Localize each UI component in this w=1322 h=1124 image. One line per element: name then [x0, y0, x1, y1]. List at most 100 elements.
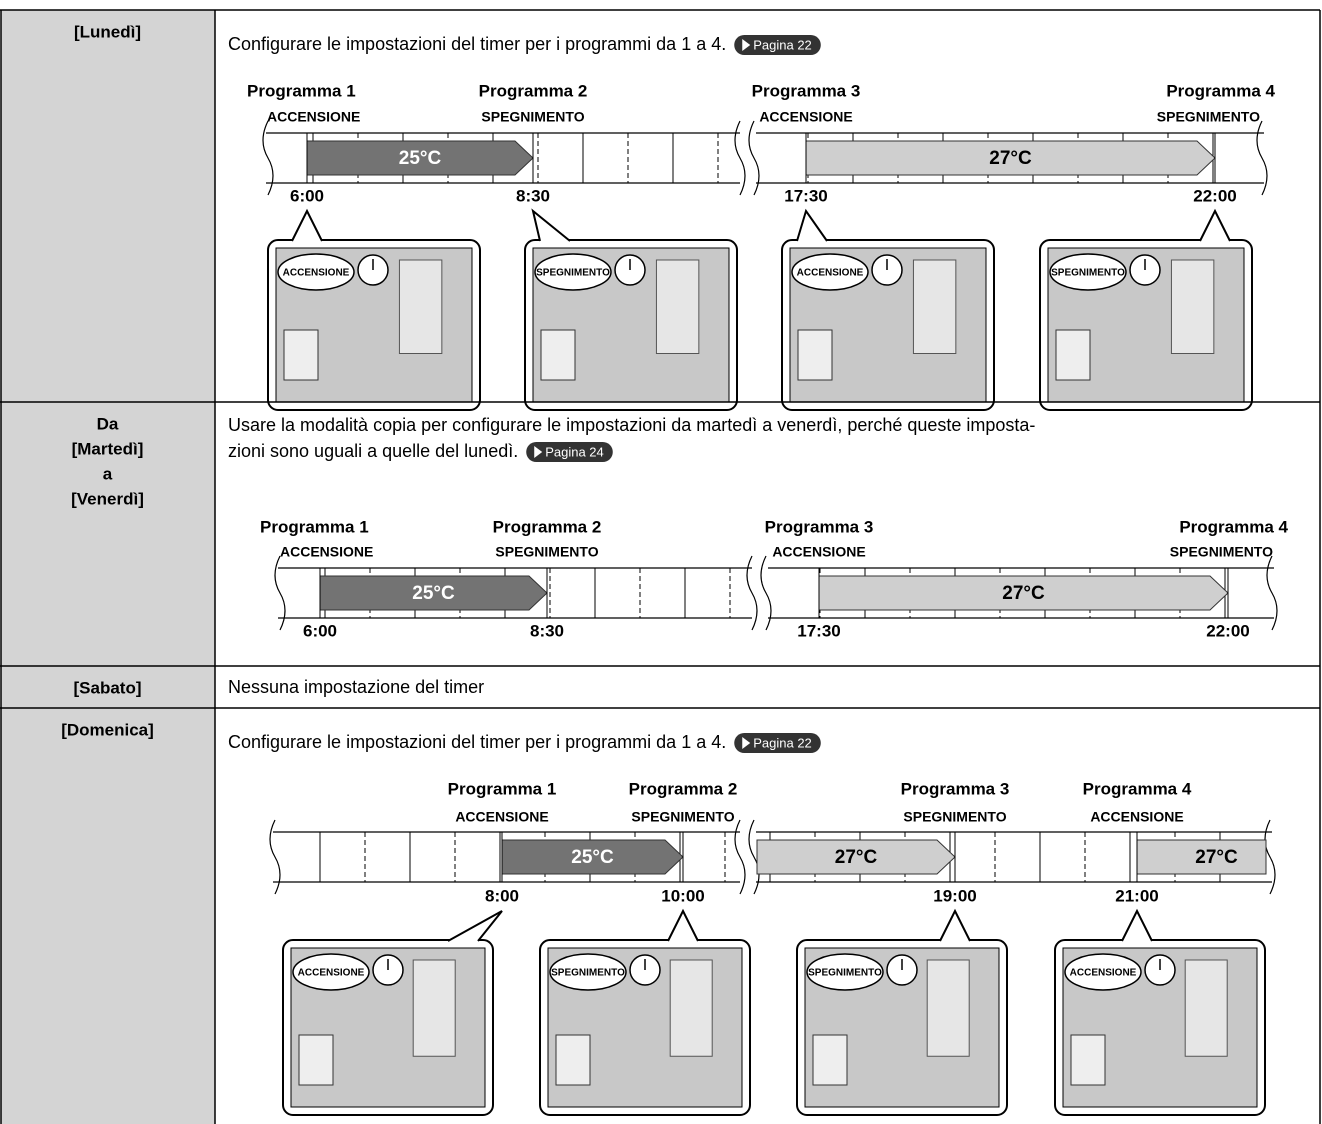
- program-action: SPEGNIMENTO: [481, 109, 584, 125]
- time-label: 17:30: [784, 186, 827, 205]
- program-action: SPEGNIMENTO: [631, 809, 734, 825]
- time-label: 21:00: [1115, 886, 1158, 905]
- day-label: [Sabato]: [74, 678, 142, 697]
- scene-pointer: [796, 208, 828, 242]
- description: zioni sono uguali a quelle del lunedì.: [228, 441, 518, 461]
- scene-pointer: [291, 208, 323, 242]
- time-label: 10:00: [661, 886, 704, 905]
- program-name: Programma 2: [629, 779, 738, 798]
- scene-pointer: [447, 910, 503, 942]
- speech-bubble: [292, 953, 370, 991]
- program-name: Programma 2: [493, 517, 602, 536]
- day-column: [1, 10, 215, 1124]
- program-action: ACCENSIONE: [280, 544, 373, 560]
- scene-pointer: [939, 908, 971, 942]
- scene-pointer: [531, 208, 571, 242]
- speech-bubble: [277, 253, 355, 291]
- bubble-label: ACCENSIONE: [283, 268, 350, 279]
- description: Configurare le impostazioni del timer pe…: [228, 34, 726, 54]
- scene-wall: [398, 259, 443, 354]
- page-link[interactable]: [734, 733, 821, 753]
- time-label: 8:00: [485, 886, 519, 905]
- program-action: SPEGNIMENTO: [903, 809, 1006, 825]
- speech-bubble: [806, 953, 884, 991]
- bubble-label: SPEGNIMENTO: [1051, 268, 1125, 279]
- scene-unit: [540, 329, 576, 381]
- bubble-label: SPEGNIMENTO: [808, 968, 882, 979]
- scene-wall: [412, 959, 456, 1057]
- day-label: [Venerdì]: [71, 489, 144, 508]
- time-label: 22:00: [1206, 621, 1249, 640]
- speech-bubble: [549, 953, 627, 991]
- strip-break: [1266, 555, 1278, 631]
- strip-break: [760, 555, 772, 631]
- scene-pointer: [1121, 908, 1153, 942]
- speech-bubble: [1049, 253, 1127, 291]
- speech-bubble: [534, 253, 612, 291]
- description: Configurare le impostazioni del timer pe…: [228, 732, 726, 752]
- scene-unit: [283, 329, 319, 381]
- strip-break: [746, 555, 758, 631]
- strip-break: [1264, 819, 1276, 895]
- program-action: ACCENSIONE: [455, 809, 548, 825]
- scene-pointer: [1199, 208, 1231, 242]
- program-name: Programma 4: [1166, 81, 1275, 100]
- temperature: 25°C: [399, 148, 442, 169]
- program-name: Programma 1: [247, 81, 356, 100]
- bubble-label: ACCENSIONE: [797, 268, 864, 279]
- strip-break: [269, 819, 281, 895]
- temperature: 27°C: [1195, 847, 1238, 868]
- bubble-label: ACCENSIONE: [298, 968, 365, 979]
- scene-wall: [1170, 259, 1215, 354]
- scene-unit: [1055, 329, 1091, 381]
- link-arrow: [742, 39, 751, 51]
- time-label: 8:30: [530, 621, 564, 640]
- program-action: ACCENSIONE: [1090, 809, 1183, 825]
- scene-wall: [912, 259, 957, 354]
- scene-unit: [1070, 1034, 1106, 1086]
- scene-unit: [555, 1034, 591, 1086]
- scene-wall: [669, 959, 713, 1057]
- scene-pointer: [667, 908, 699, 942]
- program-name: Programma 1: [260, 517, 369, 536]
- page-link[interactable]: [734, 35, 821, 55]
- temperature: 27°C: [1002, 583, 1045, 604]
- scene-unit: [812, 1034, 848, 1086]
- day-label: [Domenica]: [61, 720, 154, 739]
- scene-unit: [797, 329, 833, 381]
- time-label: 17:30: [797, 621, 840, 640]
- link-text[interactable]: Pagina 24: [545, 444, 604, 459]
- strip-break: [1256, 120, 1268, 196]
- link-text[interactable]: Pagina 22: [753, 735, 812, 750]
- link-arrow: [534, 446, 543, 458]
- bubble-label: SPEGNIMENTO: [536, 268, 610, 279]
- scene-wall: [1184, 959, 1228, 1057]
- program-action: SPEGNIMENTO: [1157, 109, 1260, 125]
- temperature: 27°C: [989, 148, 1032, 169]
- program-name: Programma 4: [1083, 779, 1192, 798]
- temperature: 27°C: [835, 847, 878, 868]
- program-action: ACCENSIONE: [267, 109, 360, 125]
- day-label: Da: [97, 414, 119, 433]
- page-link[interactable]: [526, 442, 613, 462]
- temperature: 25°C: [571, 847, 614, 868]
- program-name: Programma 3: [901, 779, 1010, 798]
- program-action: SPEGNIMENTO: [1170, 544, 1273, 560]
- day-label: [Lunedì]: [74, 22, 141, 41]
- time-label: 19:00: [933, 886, 976, 905]
- bubble-label: ACCENSIONE: [1070, 968, 1137, 979]
- speech-bubble: [1064, 953, 1142, 991]
- strip-break: [748, 120, 760, 196]
- temperature: 25°C: [412, 583, 455, 604]
- program-name: Programma 4: [1179, 517, 1288, 536]
- temp-arrow: [756, 839, 956, 875]
- program-name: Programma 1: [448, 779, 557, 798]
- strip-break: [262, 120, 274, 196]
- program-action: ACCENSIONE: [772, 544, 865, 560]
- description: Nessuna impostazione del timer: [228, 677, 484, 697]
- strip-break: [734, 819, 746, 895]
- day-label: [Martedì]: [72, 439, 144, 458]
- link-text[interactable]: Pagina 22: [753, 37, 812, 52]
- scene-unit: [298, 1034, 334, 1086]
